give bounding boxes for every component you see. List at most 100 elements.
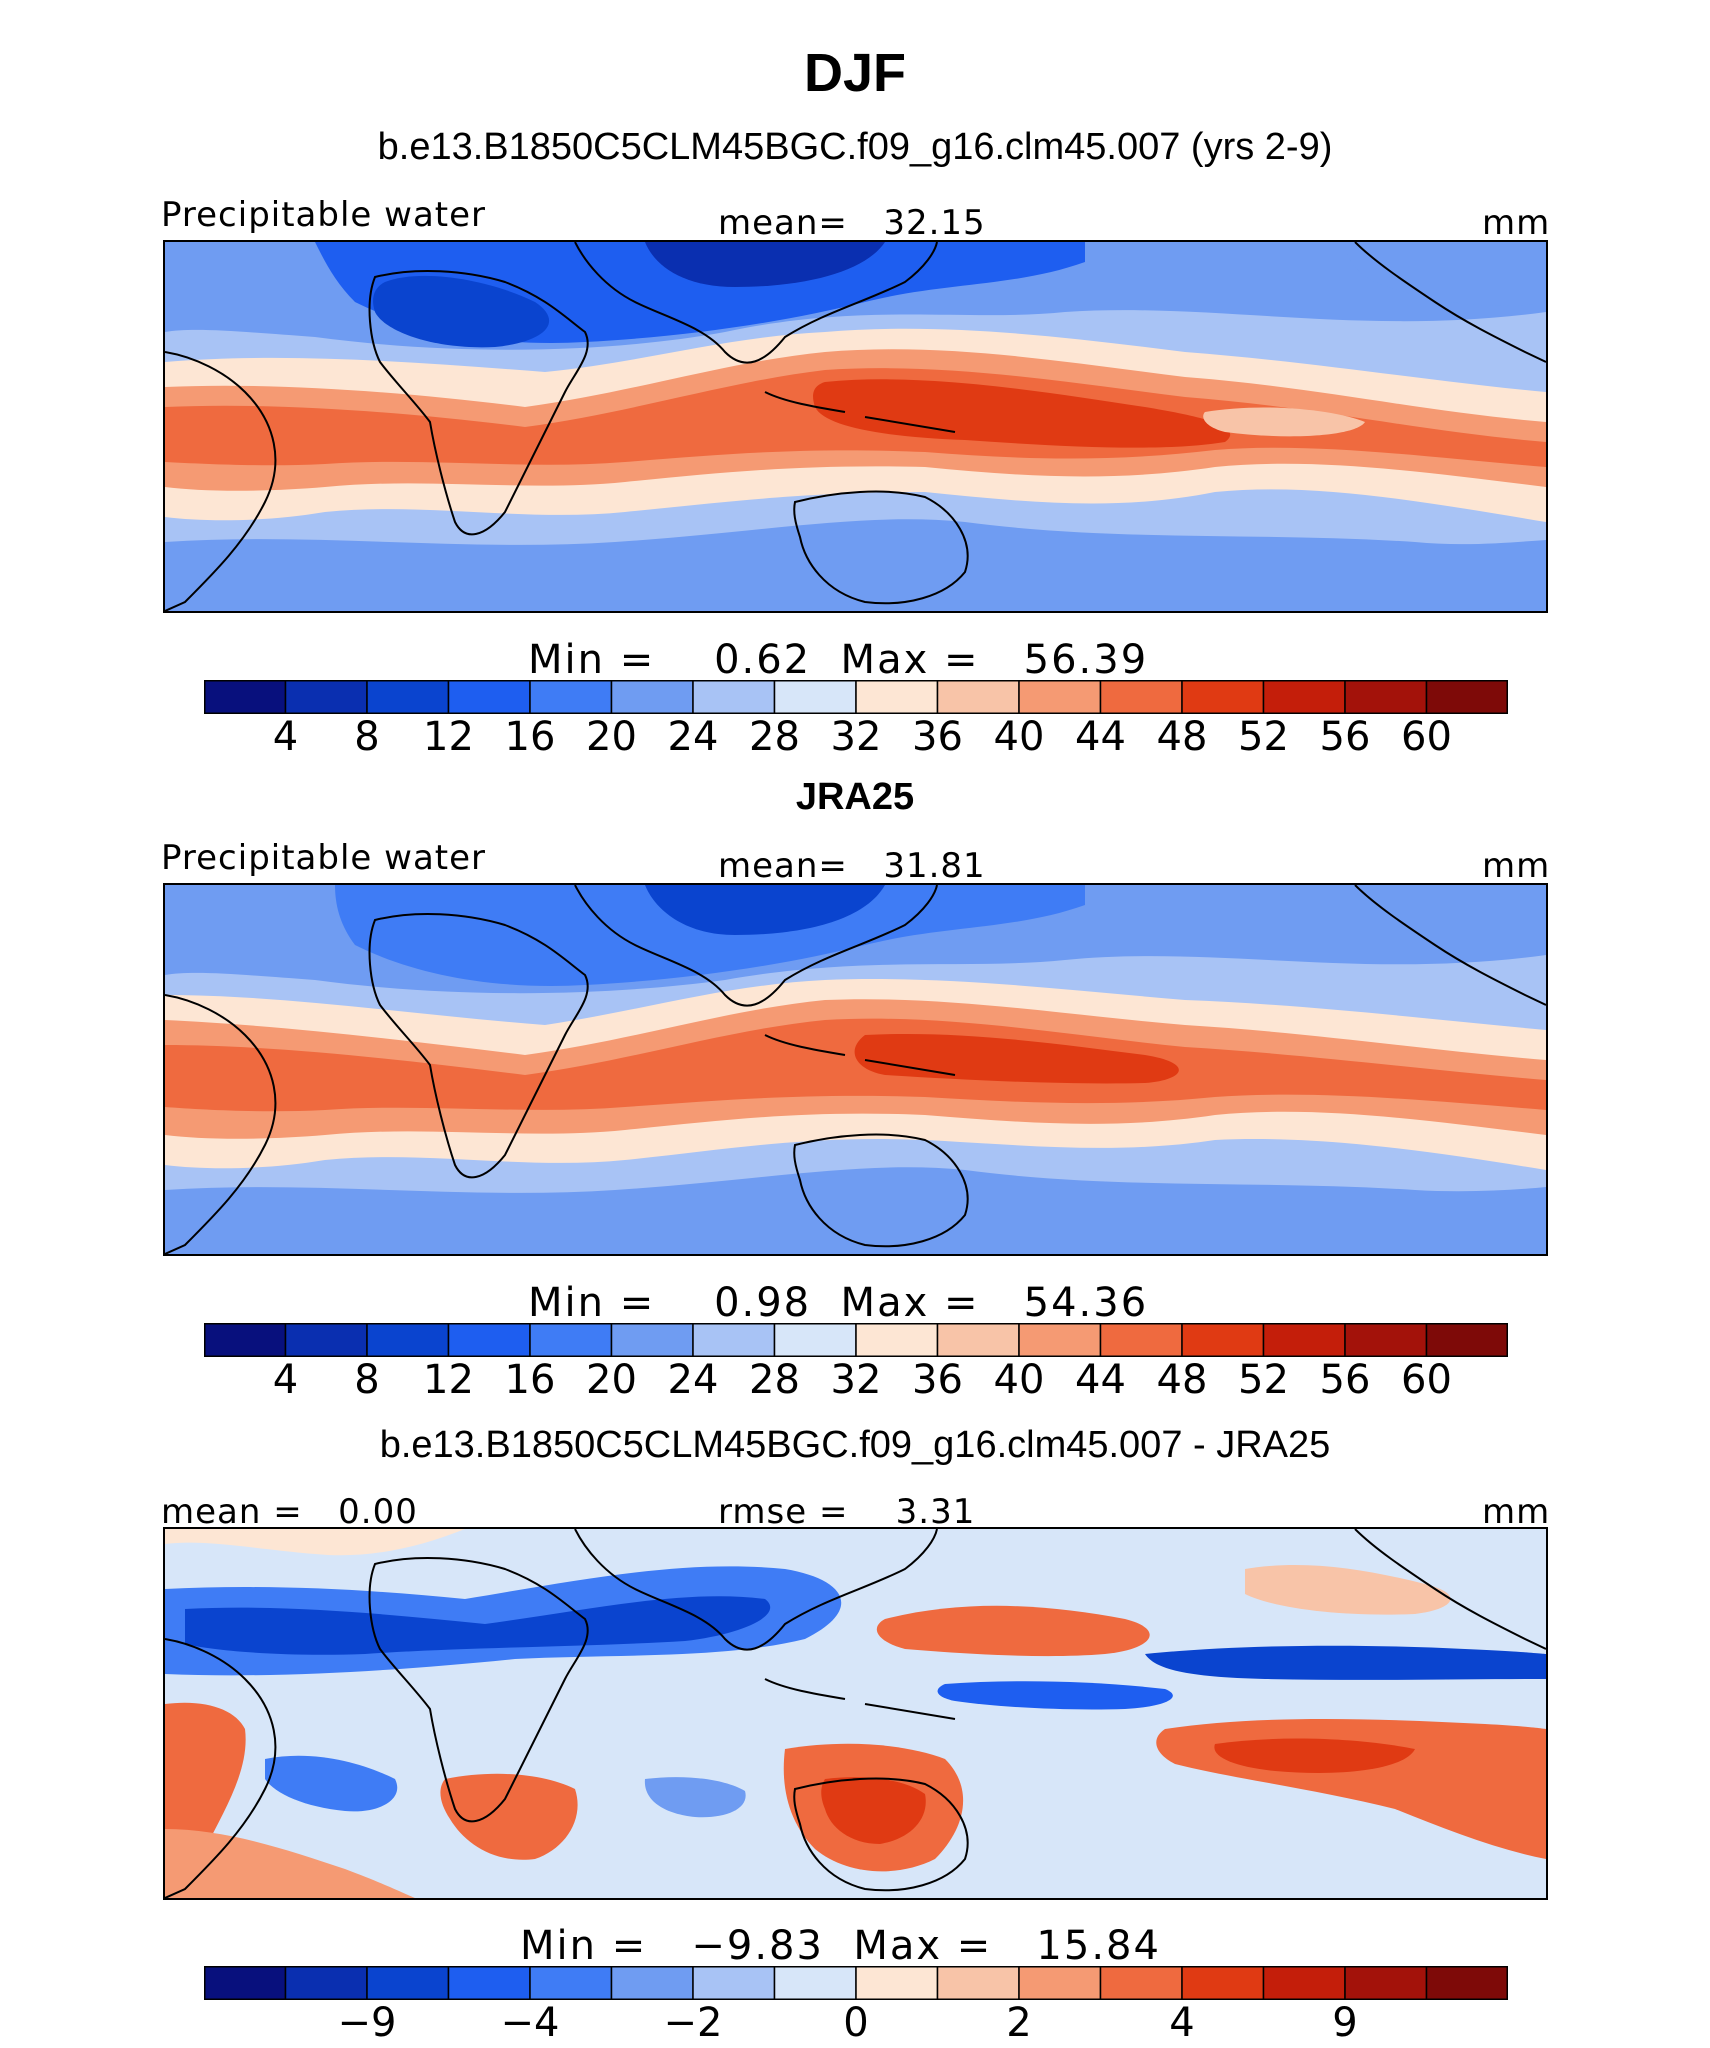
- panel-3-units: mm: [1482, 1492, 1551, 1532]
- panel-2-coastlines: [165, 885, 1546, 1254]
- panel-3-rmse-label: rmse = 3.31: [718, 1492, 976, 1532]
- colorbar-tick-label: 36: [912, 1357, 963, 1403]
- colorbar-swatch: [855, 1322, 939, 1358]
- panel-1-units: mm: [1482, 203, 1551, 243]
- colorbar-swatch: [855, 679, 939, 715]
- panel-3-map-svg: [165, 1529, 1546, 1898]
- colorbar-swatch: [447, 679, 531, 715]
- colorbar-swatch: [366, 679, 450, 715]
- colorbar-tick-label: 16: [504, 714, 556, 760]
- colorbar-swatch: [284, 679, 368, 715]
- colorbar-tick-label: 8: [354, 1357, 380, 1403]
- colorbar-tick-label: 9: [1332, 2000, 1358, 2046]
- panel-2-field: [165, 885, 1546, 1254]
- colorbar-swatch: [1099, 679, 1183, 715]
- colorbar-tick-label: 44: [1075, 1357, 1126, 1403]
- colorbar-swatch: [773, 1965, 857, 2001]
- colorbar-tick-label: −2: [663, 2000, 723, 2046]
- colorbar-swatch: [203, 679, 287, 715]
- panel-3-map: [163, 1527, 1548, 1900]
- colorbar-swatch: [366, 1965, 450, 2001]
- colorbar-tick-label: 56: [1319, 1357, 1371, 1403]
- panel-1-map: [163, 240, 1548, 613]
- panel-1-colorbar-svg: [203, 679, 1509, 715]
- colorbar-swatch: [1018, 1965, 1102, 2001]
- colorbar-tick-label: 12: [423, 1357, 474, 1403]
- colorbar-swatch: [1181, 679, 1265, 715]
- colorbar-swatch: [1425, 679, 1509, 715]
- colorbar-tick-label: 60: [1401, 714, 1452, 760]
- colorbar-swatch: [692, 679, 776, 715]
- panel-1-min-max: Min = 0.62 Max = 56.39: [528, 637, 1149, 683]
- colorbar-swatch: [1344, 679, 1428, 715]
- panel-2-colorbar-svg: [203, 1322, 1509, 1358]
- colorbar-swatch: [1099, 1322, 1183, 1358]
- panel-1-field: [165, 242, 1546, 611]
- colorbar-tick-label: 60: [1401, 1357, 1452, 1403]
- colorbar-tick-label: 28: [749, 1357, 800, 1403]
- colorbar-swatch: [692, 1965, 776, 2001]
- colorbar-tick-label: 56: [1319, 714, 1371, 760]
- panel-3-colorbar: [203, 1965, 1509, 2001]
- colorbar-tick-label: 12: [423, 714, 474, 760]
- colorbar-swatch: [529, 1965, 613, 2001]
- figure-title: DJF: [803, 43, 906, 103]
- colorbar-tick-label: 40: [993, 1357, 1045, 1403]
- colorbar-tick-label: 24: [667, 1357, 719, 1403]
- panel-3-min-max: Min = −9.83 Max = 15.84: [520, 1923, 1161, 1969]
- panel-3-title: b.e13.B1850C5CLM45BGC.f09_g16.clm45.007 …: [379, 1424, 1331, 1466]
- colorbar-swatch: [529, 679, 613, 715]
- panel-2-units: mm: [1482, 846, 1551, 886]
- colorbar-swatch: [366, 1322, 450, 1358]
- colorbar-swatch: [936, 1322, 1020, 1358]
- panel-2-colorbar: [203, 1322, 1509, 1358]
- colorbar-swatch: [610, 679, 694, 715]
- panel-1-variable-label: Precipitable water: [161, 195, 487, 235]
- panel-1-title: b.e13.B1850C5CLM45BGC.f09_g16.clm45.007 …: [377, 126, 1333, 168]
- colorbar-swatch: [284, 1965, 368, 2001]
- colorbar-swatch: [447, 1322, 531, 1358]
- colorbar-tick-label: 36: [912, 714, 963, 760]
- colorbar-swatch: [1262, 679, 1346, 715]
- colorbar-tick-label: 52: [1238, 714, 1289, 760]
- panel-1-colorbar: [203, 679, 1509, 715]
- colorbar-swatch: [203, 1322, 287, 1358]
- colorbar-swatch: [1181, 1322, 1265, 1358]
- colorbar-tick-label: 40: [993, 714, 1045, 760]
- colorbar-tick-label: 28: [749, 714, 800, 760]
- panel-1-mean-label: mean= 32.15: [718, 203, 986, 243]
- colorbar-swatch: [284, 1322, 368, 1358]
- panel-1-coastlines: [165, 242, 1546, 611]
- colorbar-tick-label: 32: [830, 714, 882, 760]
- colorbar-tick-label: −9: [337, 2000, 397, 2046]
- panel-2-variable-label: Precipitable water: [161, 838, 487, 878]
- colorbar-outline: [204, 680, 1508, 714]
- colorbar-tick-label: 4: [1169, 2000, 1195, 2046]
- colorbar-swatch: [1262, 1322, 1346, 1358]
- colorbar-tick-label: 8: [354, 714, 380, 760]
- colorbar-outline: [204, 1966, 1508, 2000]
- panel-3-colorbar-svg: [203, 1965, 1509, 2001]
- colorbar-tick-label: 20: [586, 1357, 637, 1403]
- colorbar-swatch: [855, 1965, 939, 2001]
- colorbar-tick-label: 52: [1238, 1357, 1289, 1403]
- colorbar-swatch: [203, 1965, 287, 2001]
- colorbar-swatch: [1018, 679, 1102, 715]
- colorbar-tick-label: 2: [1006, 2000, 1032, 2046]
- colorbar-swatch: [1425, 1965, 1509, 2001]
- colorbar-swatch: [529, 1322, 613, 1358]
- colorbar-tick-label: 48: [1156, 714, 1208, 760]
- colorbar-swatch: [1181, 1965, 1265, 2001]
- panel-3-coastlines: [165, 1529, 1546, 1898]
- colorbar-tick-label: 0: [843, 2000, 869, 2046]
- colorbar-swatch: [1018, 1322, 1102, 1358]
- colorbar-swatch: [610, 1965, 694, 2001]
- panel-2-map: [163, 883, 1548, 1256]
- panel-3-mean-label: mean = 0.00: [161, 1492, 418, 1532]
- colorbar-tick-label: 16: [504, 1357, 556, 1403]
- colorbar-swatch: [936, 679, 1020, 715]
- colorbar-tick-label: 32: [830, 1357, 882, 1403]
- colorbar-swatch: [1344, 1965, 1428, 2001]
- panel-2-title: JRA25: [795, 776, 915, 818]
- panel-2-map-svg: [165, 885, 1546, 1254]
